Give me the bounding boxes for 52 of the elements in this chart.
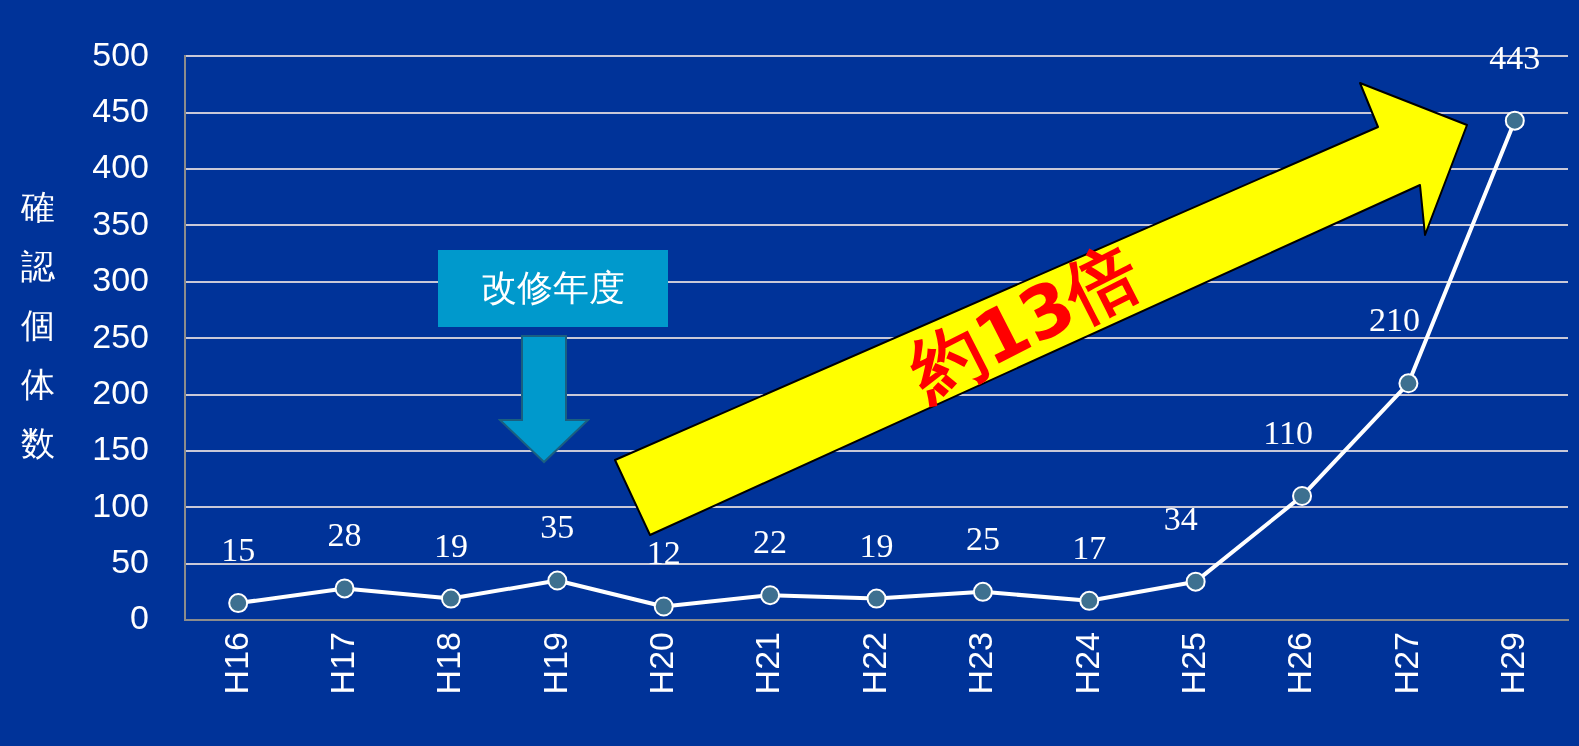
point: [653, 596, 674, 617]
x-tick-label: H27: [1386, 632, 1425, 695]
point: [1292, 486, 1313, 507]
data-label: 22: [753, 523, 788, 561]
annotation: 約13倍: [895, 228, 1154, 417]
data-label: 19: [859, 526, 894, 564]
point: [228, 593, 249, 614]
data-label: 35: [540, 508, 575, 546]
y-tick-label: 150: [92, 429, 149, 468]
x-tick-label: H22: [854, 632, 893, 695]
x-tick-label: H29: [1493, 632, 1532, 695]
point: [440, 588, 461, 609]
x-tick-label: H23: [961, 632, 1000, 695]
x-tick-label: H20: [642, 632, 681, 695]
data-label: 19: [433, 526, 468, 564]
y-axis-title: 確認個体数: [20, 186, 56, 465]
point: [547, 570, 568, 591]
y-tick-label: 300: [92, 260, 149, 299]
data-label: 15: [221, 531, 256, 569]
point: [760, 585, 781, 606]
y-tick-label: 100: [92, 485, 149, 524]
data-label: 17: [1072, 528, 1107, 566]
data-label: 28: [327, 516, 362, 554]
point: [866, 588, 887, 609]
x-tick-label: H18: [429, 632, 468, 695]
y-tick-label: 350: [92, 203, 149, 242]
point: [1398, 373, 1419, 394]
x-tick-label: H17: [322, 632, 361, 695]
y-tick-label: 200: [92, 372, 149, 411]
x-tick-label: H24: [1067, 632, 1106, 695]
x-tick-label: H19: [535, 632, 574, 695]
x-tick-label: H16: [216, 632, 255, 695]
data-label: 110: [1263, 413, 1313, 451]
point: [1504, 110, 1525, 131]
point: [972, 581, 993, 602]
y-tick-label: 250: [92, 316, 149, 355]
point: [334, 578, 355, 599]
point: [1185, 571, 1206, 592]
y-tick-label: 450: [92, 91, 149, 130]
y-tick-label: 500: [92, 34, 149, 73]
point: [1079, 590, 1100, 611]
y-tick-label: 50: [111, 542, 149, 581]
data-label: 25: [965, 519, 1000, 557]
x-tick-label: H21: [748, 632, 787, 695]
data-label: 210: [1368, 301, 1420, 339]
data-label: 34: [1163, 499, 1198, 537]
data-label: 12: [646, 534, 681, 572]
x-tick-label: H26: [1280, 632, 1319, 695]
y-tick-label: 400: [92, 147, 149, 186]
x-tick-label: H25: [1174, 632, 1213, 695]
annotation: 改修年度: [438, 250, 668, 327]
y-tick-label: 0: [130, 598, 149, 637]
